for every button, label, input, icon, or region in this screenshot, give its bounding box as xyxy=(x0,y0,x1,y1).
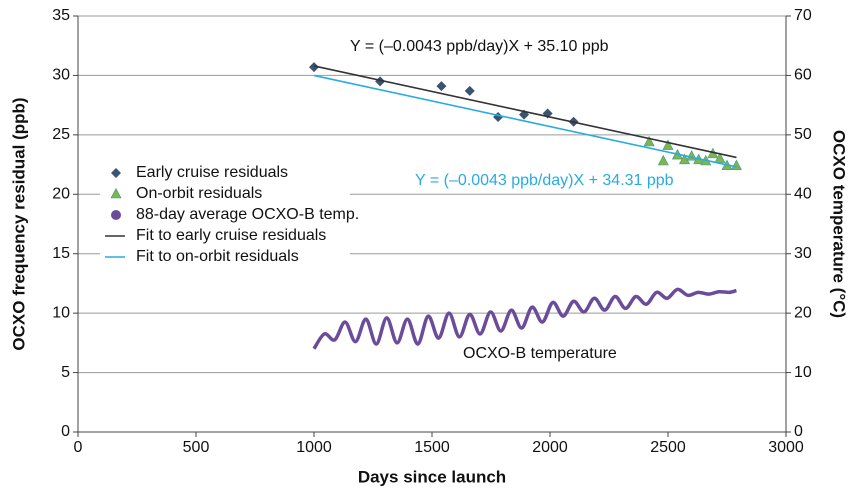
legend-label: Early cruise residuals xyxy=(136,164,288,181)
y2-tick-label: 10 xyxy=(794,364,812,381)
diamond-marker xyxy=(464,85,475,96)
triangle-marker xyxy=(686,150,698,161)
x-axis-title: Days since launch xyxy=(358,467,506,486)
x-tick-label: 1000 xyxy=(296,439,332,456)
series-line xyxy=(313,65,737,159)
annotation-background xyxy=(460,344,620,364)
y-tick-label: 30 xyxy=(52,67,70,84)
y2-tick-label: 60 xyxy=(794,67,812,84)
x-tick-label: 3000 xyxy=(768,439,804,456)
y2-tick-label: 30 xyxy=(794,245,812,262)
y-tick-label: 5 xyxy=(61,364,70,381)
legend-label: 88-day average OCXO-B temp. xyxy=(136,206,359,223)
y2-tick-label: 0 xyxy=(794,423,803,440)
x-tick-label: 2000 xyxy=(532,439,568,456)
x-tick-label: 0 xyxy=(74,439,83,456)
diamond-marker xyxy=(436,81,447,92)
annotation-background xyxy=(347,37,612,57)
y2-axis-title: OCXO temperature (°C) xyxy=(830,130,849,318)
triangle-marker xyxy=(643,135,655,147)
y2-tick-label: 50 xyxy=(794,126,812,143)
annotation: Y = (–0.0043 ppb/day)X + 35.10 ppb xyxy=(350,38,609,55)
x-tick-label: 500 xyxy=(183,439,210,456)
y-tick-label: 35 xyxy=(52,7,70,24)
series-line xyxy=(313,74,737,168)
y2-tick-label: 70 xyxy=(794,7,812,24)
legend-label: On-orbit residuals xyxy=(136,185,262,202)
triangle-marker xyxy=(110,187,122,199)
diamond-marker xyxy=(375,76,386,87)
annotation: Y = (–0.0043 ppb/day)X + 34.31 ppb xyxy=(415,172,674,189)
y-tick-label: 25 xyxy=(52,126,70,143)
circle-marker xyxy=(111,210,121,220)
triangle-marker xyxy=(662,139,674,150)
y-axis-title: OCXO frequency residual (ppb) xyxy=(9,97,28,350)
legend: Early cruise residuals On-orbit residuals… xyxy=(100,160,359,270)
triangle-marker xyxy=(730,159,742,171)
triangle-marker xyxy=(657,154,669,166)
legend-background xyxy=(100,160,350,270)
annotation-background xyxy=(412,171,677,191)
legend-label: Fit to early cruise residuals xyxy=(136,227,326,244)
y-tick-label: 10 xyxy=(52,304,70,321)
y-tick-label: 20 xyxy=(52,186,70,203)
y2-tick-label: 40 xyxy=(794,186,812,203)
y-tick-label: 0 xyxy=(61,423,70,440)
diamond-marker xyxy=(111,168,121,178)
annotation-backgrounds xyxy=(347,37,677,364)
diamond-marker xyxy=(309,62,319,73)
y-tick-label: 15 xyxy=(52,245,70,262)
plot xyxy=(309,62,742,350)
diamond-marker xyxy=(493,112,504,123)
x-tick-label: 2500 xyxy=(650,439,686,456)
x-tick-label: 1500 xyxy=(414,439,450,456)
y2-tick-label: 20 xyxy=(794,304,812,321)
legend-label: Fit to on-orbit residuals xyxy=(136,248,299,265)
annotation: OCXO-B temperature xyxy=(463,345,617,362)
series-line xyxy=(312,287,737,350)
